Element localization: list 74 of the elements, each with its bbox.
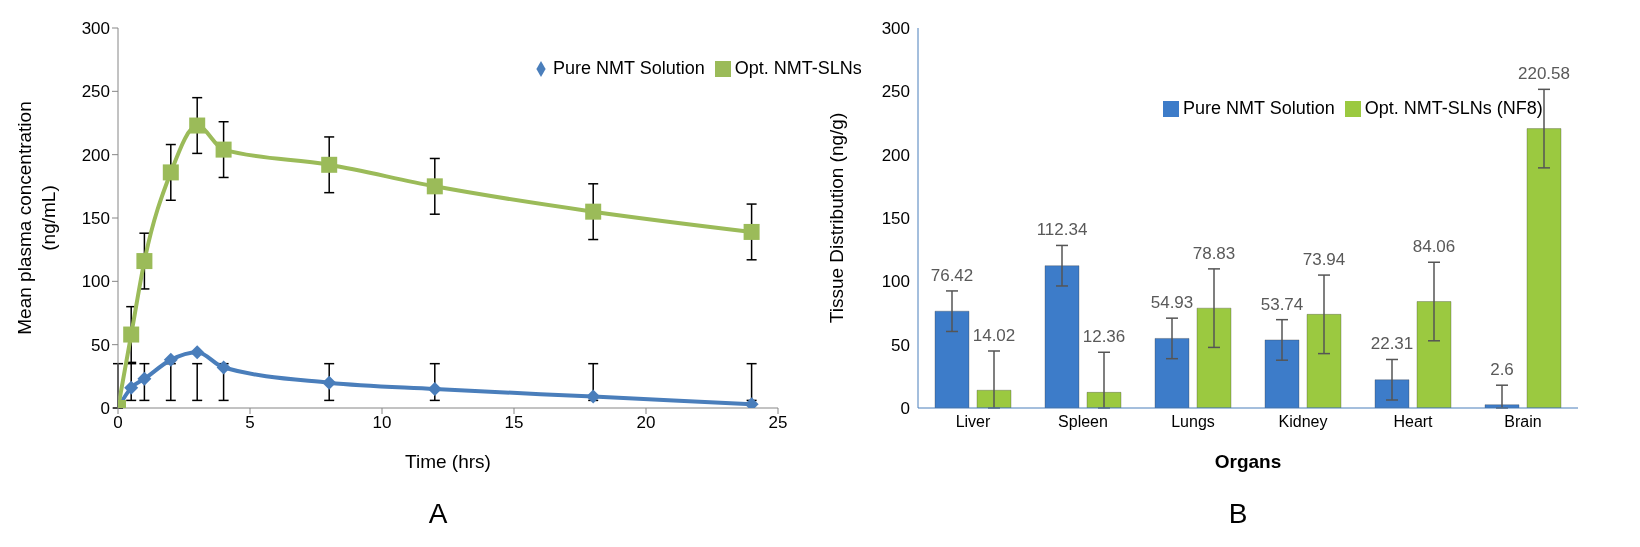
x-tick-label: 20 xyxy=(636,413,656,433)
point xyxy=(585,203,602,220)
x-tick-label: Lungs xyxy=(1171,413,1215,431)
point xyxy=(162,164,179,181)
y-tick-label: 200 xyxy=(881,145,910,165)
x-tick-label: 5 xyxy=(245,413,255,433)
point xyxy=(137,371,152,386)
y-tick-label: 300 xyxy=(81,19,110,39)
y-tick-label: 250 xyxy=(81,82,110,102)
data-label: 14.02 xyxy=(972,326,1016,345)
point xyxy=(427,382,442,396)
bar xyxy=(1416,301,1452,408)
x-tick-label: 0 xyxy=(113,413,123,433)
y-tick-label: 300 xyxy=(881,19,910,39)
bar xyxy=(934,310,970,408)
y-tick-label: 50 xyxy=(891,335,910,355)
y-tick-label: 250 xyxy=(881,82,910,102)
point xyxy=(586,389,601,404)
data-label: 84.06 xyxy=(1412,237,1456,257)
x-tick-label: Liver xyxy=(955,413,992,431)
bar xyxy=(976,389,1012,408)
x-tick-label: Heart xyxy=(1393,413,1434,431)
y-axis-title: Tissue Distribution (ng/g) xyxy=(826,112,847,324)
data-label: 73.94 xyxy=(1302,250,1346,270)
point xyxy=(216,360,231,375)
point xyxy=(322,375,337,390)
y-axis-title: Mean plasma concentration (ng/mL) xyxy=(14,101,59,335)
bar xyxy=(1086,391,1122,408)
x-tick-label: 25 xyxy=(768,413,788,433)
data-label: 220.58 xyxy=(1518,64,1570,84)
data-label: 53.74 xyxy=(1260,294,1304,314)
bar xyxy=(1154,337,1190,408)
bar xyxy=(1196,307,1232,408)
bar xyxy=(1526,128,1562,408)
point xyxy=(163,352,178,367)
data-label: 76.42 xyxy=(930,265,974,285)
bar xyxy=(1374,379,1410,408)
point xyxy=(426,178,443,195)
point xyxy=(189,117,206,134)
legend-label: Opt. NMT-SLNs (NF8) xyxy=(1364,98,1543,118)
legend-label: Pure NMT Solution xyxy=(1183,98,1335,118)
text: B xyxy=(1227,498,1249,530)
bar xyxy=(1264,339,1300,408)
text: A xyxy=(427,498,449,530)
point xyxy=(215,141,232,158)
point xyxy=(123,326,140,343)
point xyxy=(321,156,338,173)
data-label: 54.93 xyxy=(1150,293,1194,313)
data-label: 22.31 xyxy=(1370,334,1414,354)
point xyxy=(136,253,153,270)
x-tick-label: Brain xyxy=(1504,413,1542,431)
data-label: 78.83 xyxy=(1192,243,1236,263)
data-label: 12.36 xyxy=(1082,327,1126,347)
bar xyxy=(1306,313,1342,408)
y-tick-label: 50 xyxy=(91,335,110,355)
point xyxy=(743,223,760,240)
y-tick-label: 100 xyxy=(81,272,110,292)
x-tick-label: Spleen xyxy=(1058,413,1108,431)
y-tick-label: 100 xyxy=(881,272,910,292)
x-tick-label: 15 xyxy=(504,413,524,433)
bar xyxy=(1044,265,1080,408)
y-tick-label: 150 xyxy=(81,209,110,229)
y-tick-label: 200 xyxy=(81,145,110,165)
point xyxy=(124,380,139,395)
point xyxy=(190,345,205,360)
data-label: 112.34 xyxy=(1036,220,1088,240)
x-tick-label: 10 xyxy=(372,413,392,433)
legend-label: Pure NMT Solution xyxy=(553,58,705,78)
data-label: 2.6 xyxy=(1490,360,1514,380)
y-tick-label: 150 xyxy=(881,209,910,229)
legend-label: Opt. NMT-SLNs xyxy=(734,58,862,78)
x-axis-title: Time (hrs) xyxy=(405,451,491,472)
x-axis-title: Organs xyxy=(1214,451,1282,472)
x-tick-label: Kidney xyxy=(1278,413,1328,431)
